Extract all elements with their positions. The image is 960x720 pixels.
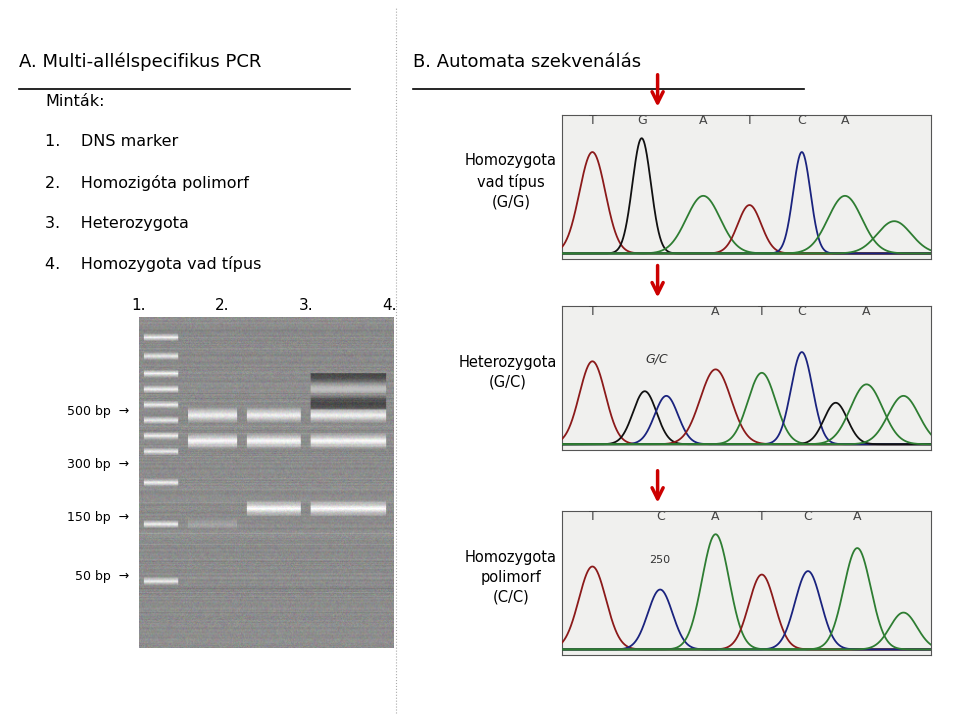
Text: A: A	[862, 305, 871, 318]
Text: C: C	[798, 114, 806, 127]
Text: 500 bp  →: 500 bp →	[67, 405, 130, 418]
Text: Heterozygota
(G/C): Heterozygota (G/C)	[459, 355, 557, 390]
Text: T: T	[758, 510, 766, 523]
Text: 3.: 3.	[299, 299, 313, 313]
Text: 300 bp  →: 300 bp →	[67, 458, 130, 471]
Text: C: C	[798, 305, 806, 318]
Text: T: T	[588, 305, 596, 318]
Text: 150 bp  →: 150 bp →	[67, 510, 130, 523]
Text: T: T	[588, 510, 596, 523]
Text: T: T	[746, 114, 754, 127]
Text: 2.    Homozigóta polimorf: 2. Homozigóta polimorf	[45, 175, 250, 191]
Text: T: T	[758, 305, 766, 318]
Text: A: A	[699, 114, 708, 127]
Text: C: C	[656, 510, 664, 523]
Text: 4.    Homozygota vad típus: 4. Homozygota vad típus	[45, 256, 262, 272]
Text: A. Multi-allélspecifikus PCR: A. Multi-allélspecifikus PCR	[19, 53, 261, 71]
Text: 50 bp  →: 50 bp →	[75, 570, 130, 583]
Text: A: A	[711, 305, 720, 318]
Text: 250: 250	[650, 555, 671, 565]
Text: 4.: 4.	[382, 299, 396, 313]
Text: G/C: G/C	[646, 353, 668, 366]
Text: 1.: 1.	[132, 299, 146, 313]
Text: Homozygota
polimorf
(C/C): Homozygota polimorf (C/C)	[465, 550, 557, 605]
Text: T: T	[588, 114, 596, 127]
Text: 2.: 2.	[215, 299, 229, 313]
Text: Minták:: Minták:	[45, 94, 105, 109]
Text: Homozygota
vad típus
(G/G): Homozygota vad típus (G/G)	[465, 153, 557, 210]
Text: 3.    Heterozygota: 3. Heterozygota	[45, 216, 189, 230]
Text: 1.    DNS marker: 1. DNS marker	[45, 135, 179, 149]
Text: A: A	[711, 510, 720, 523]
Text: C: C	[804, 510, 812, 523]
Text: A: A	[853, 510, 861, 523]
Text: G: G	[636, 114, 646, 127]
Text: A: A	[841, 114, 850, 127]
Text: B. Automata szekvenálás: B. Automata szekvenálás	[413, 53, 641, 71]
